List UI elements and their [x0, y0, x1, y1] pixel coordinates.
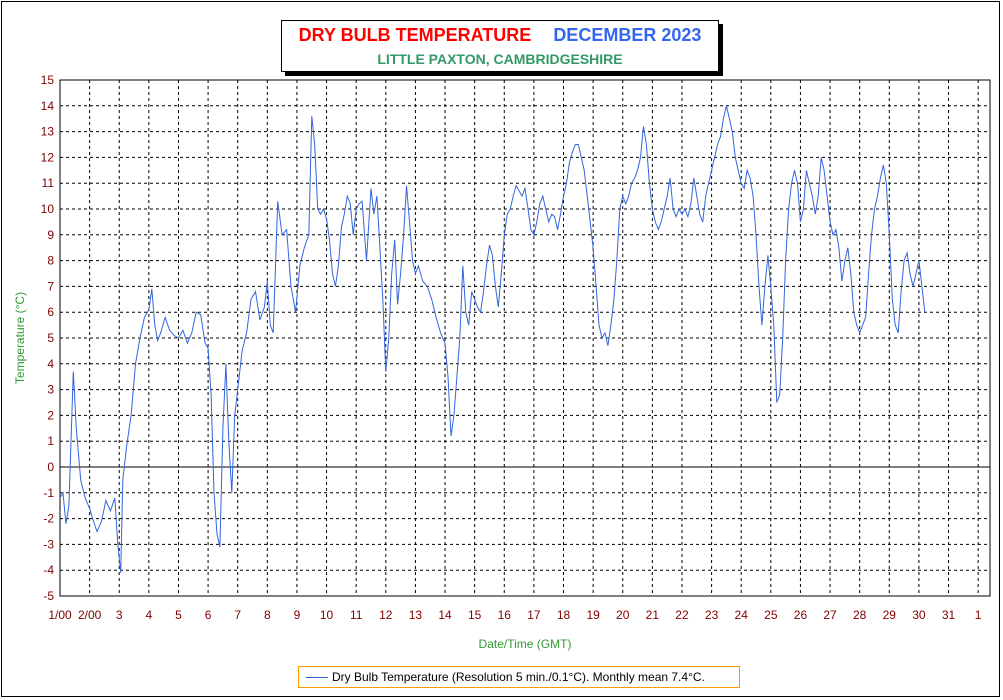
y-tick-label: -5	[43, 589, 54, 603]
x-tick-label: 19	[586, 608, 600, 622]
x-tick-label: 27	[823, 608, 837, 622]
x-tick-label: 15	[468, 608, 482, 622]
x-tick-label: 22	[675, 608, 689, 622]
grid	[60, 80, 990, 596]
y-axis-label: Temperature (°C)	[13, 292, 27, 384]
x-tick-label: 21	[646, 608, 660, 622]
legend-entry: Dry Bulb Temperature (Resolution 5 min./…	[332, 670, 705, 684]
x-tick-label: 23	[705, 608, 719, 622]
y-tick-label: 3	[47, 383, 54, 397]
title-box: DRY BULB TEMPERATURE DECEMBER 2023 LITTLE…	[281, 20, 719, 72]
x-tick-label: 4	[146, 608, 153, 622]
y-tick-label: 13	[41, 125, 55, 139]
x-tick-label: 2/00	[78, 608, 102, 622]
chart-month: DECEMBER 2023	[553, 25, 702, 45]
series-line-dry-bulb-temperature	[59, 105, 926, 573]
x-tick-label: 3	[116, 608, 123, 622]
x-tick-label: 17	[527, 608, 541, 622]
y-tick-label: 7	[47, 279, 54, 293]
x-tick-label: 7	[234, 608, 241, 622]
x-tick-label: 9	[294, 608, 301, 622]
x-tick-label: 25	[764, 608, 778, 622]
x-tick-label: 30	[912, 608, 926, 622]
x-tick-label: 14	[438, 608, 452, 622]
x-tick-label: 24	[735, 608, 749, 622]
x-tick-label: 10	[320, 608, 334, 622]
x-tick-label: 1/00	[48, 608, 72, 622]
x-tick-labels: 1/00 2/00 3 4 5 6 7 8 9 10 11 12 13 14 15 16 17 18 19 20 21 2…	[48, 608, 981, 622]
y-tick-label: 9	[47, 228, 54, 242]
x-tick-label: 31	[942, 608, 956, 622]
plot-area-border	[59, 79, 991, 597]
x-axis-label: Date/Time (GMT)	[479, 637, 572, 651]
x-tick-label: 28	[853, 608, 867, 622]
y-tick-label: -4	[43, 563, 54, 577]
x-tick-label: 12	[379, 608, 393, 622]
legend: Dry Bulb Temperature (Resolution 5 min./…	[298, 666, 740, 688]
y-tick-label: 0	[47, 460, 54, 474]
y-tick-label: 10	[41, 202, 55, 216]
x-tick-label: 16	[498, 608, 512, 622]
y-tick-label: 15	[41, 73, 55, 87]
y-tick-label: 5	[47, 331, 54, 345]
x-tick-label: 8	[264, 608, 271, 622]
y-tick-label: -1	[43, 486, 54, 500]
y-tick-label: 8	[47, 254, 54, 268]
y-tick-label: 1	[47, 434, 54, 448]
y-tick-label: 14	[41, 99, 55, 113]
x-tick-label: 1	[975, 608, 982, 622]
chart-subtitle: LITTLE PAXTON, CAMBRIDGESHIRE	[377, 51, 623, 67]
y-tick-label: -3	[43, 537, 54, 551]
y-tick-label: -2	[43, 512, 54, 526]
x-tick-label: 5	[175, 608, 182, 622]
chart-title: DRY BULB TEMPERATURE	[298, 25, 532, 45]
x-tick-label: 11	[350, 608, 363, 622]
x-tick-label: 29	[883, 608, 897, 622]
x-tick-label: 6	[205, 608, 212, 622]
y-tick-label: 11	[42, 176, 55, 190]
x-tick-label: 13	[409, 608, 423, 622]
y-tick-label: 2	[47, 408, 54, 422]
title-line: DRY BULB TEMPERATURE DECEMBER 2023	[282, 25, 718, 46]
y-tick-label: 4	[47, 357, 54, 371]
y-tick-label: 12	[41, 150, 55, 164]
x-tick-label: 26	[794, 608, 808, 622]
x-tick-label: 18	[557, 608, 571, 622]
legend-swatch	[306, 677, 328, 678]
y-tick-label: 6	[47, 305, 54, 319]
x-tick-label: 20	[616, 608, 630, 622]
